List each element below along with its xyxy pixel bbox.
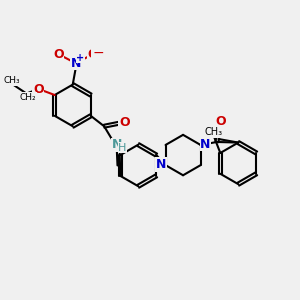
Text: N: N: [200, 138, 211, 151]
Text: O: O: [87, 48, 98, 62]
Text: N: N: [111, 138, 122, 152]
Text: O: O: [215, 115, 226, 128]
Text: CH₃: CH₃: [205, 127, 223, 137]
Text: −: −: [92, 46, 104, 59]
Text: H: H: [118, 142, 127, 153]
Text: +: +: [76, 52, 84, 63]
Text: CH₃: CH₃: [3, 76, 20, 85]
Text: CH₂: CH₂: [20, 93, 36, 102]
Text: O: O: [53, 48, 64, 62]
Text: O: O: [33, 82, 44, 96]
Text: N: N: [156, 158, 166, 171]
Text: N: N: [70, 57, 81, 70]
Text: O: O: [119, 116, 130, 129]
